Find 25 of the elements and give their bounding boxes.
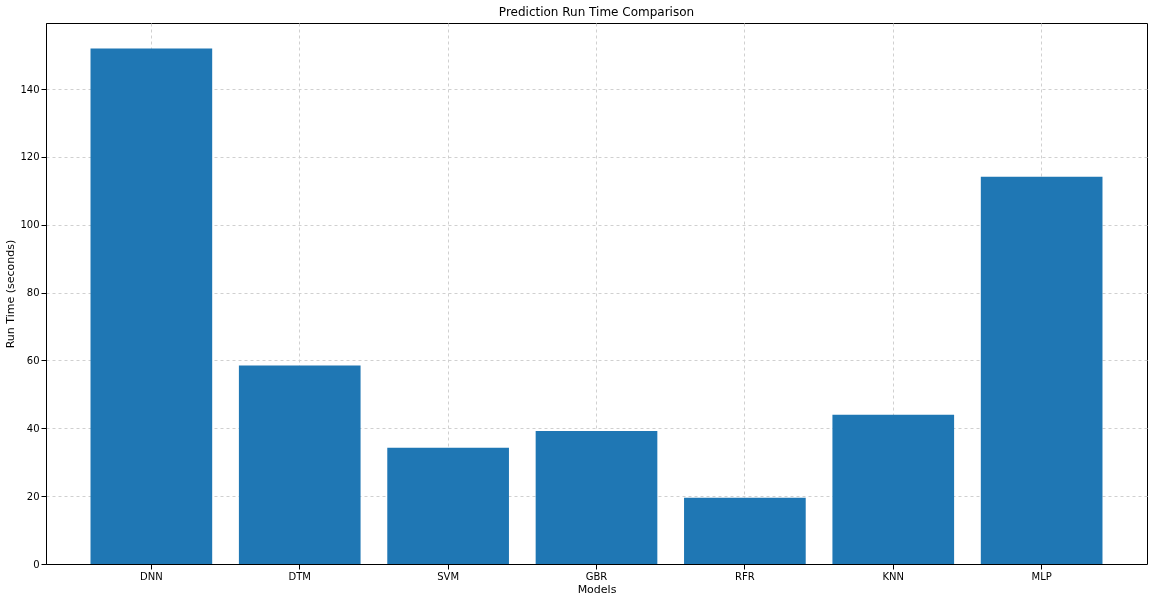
bar [832,414,955,564]
x-tick-label: GBR [585,570,608,582]
y-tick-label: 40 [26,422,40,434]
y-tick-label: 0 [33,558,40,570]
bar [90,48,213,564]
x-tick-label: DTM [288,570,311,582]
chart-title: Prediction Run Time Comparison [498,5,695,19]
y-tick-label: 60 [26,354,40,366]
y-tick-label: 20 [26,490,40,502]
y-tick-label: 140 [20,83,40,95]
x-tick-label: DNN [140,570,163,582]
x-tick-label: RFR [735,570,755,582]
x-tick-label: SVM [437,570,460,582]
y-axis-title: Run Time (seconds) [4,239,18,349]
bar [238,365,361,564]
x-tick-label: KNN [882,570,905,582]
bar [684,497,806,564]
bar [980,176,1103,564]
bar [387,447,509,564]
x-tick-label: MLP [1031,570,1052,582]
y-tick-label: 80 [26,287,40,299]
bar [535,431,658,564]
y-tick-label: 100 [20,219,40,231]
x-axis-title: Models [577,582,617,596]
y-tick-label: 120 [20,151,40,163]
